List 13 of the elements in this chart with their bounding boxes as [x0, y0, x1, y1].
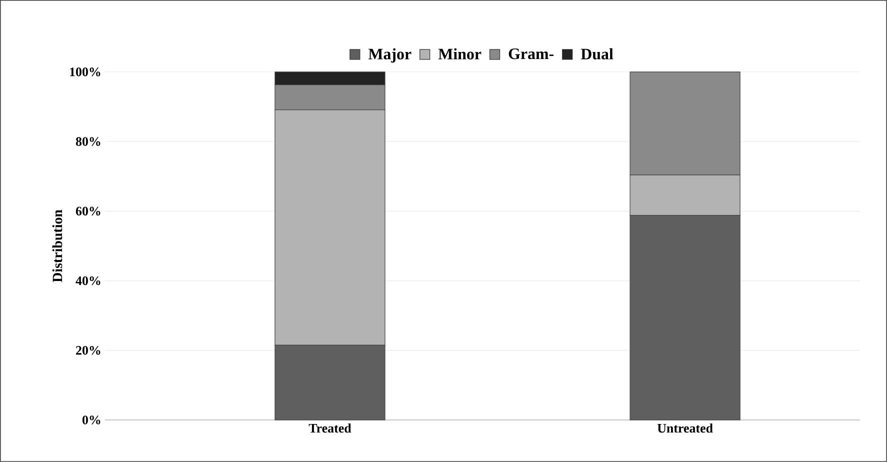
x-tick-label: Untreated [657, 424, 713, 433]
y-tick-label: 80% [76, 137, 100, 146]
y-axis-title: Distribution [52, 210, 62, 282]
legend-label: Gram- [508, 48, 554, 60]
legend-label: Minor [438, 48, 482, 60]
x-tick-label: Treated [308, 424, 352, 433]
legend-label: Dual [580, 48, 614, 60]
y-tick-label: 0% [82, 416, 100, 424]
legend-label: Major [368, 48, 412, 63]
y-tick-label: 40% [76, 276, 100, 286]
y-tick-label: 100% [70, 68, 100, 76]
y-tick-label: 60% [76, 206, 100, 216]
y-tick-label: 20% [76, 346, 100, 355]
